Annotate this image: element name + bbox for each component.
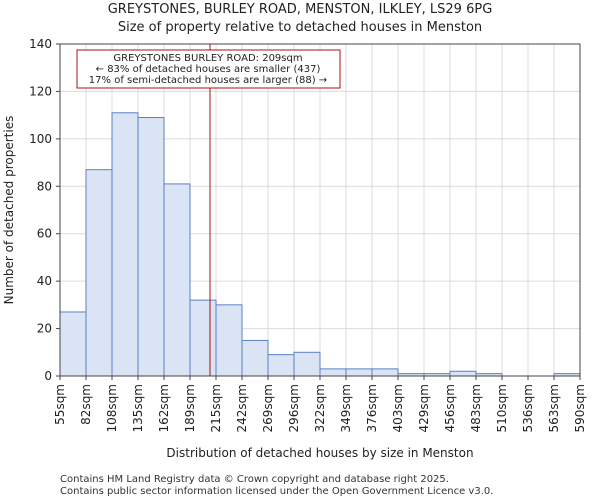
y-tick-label: 140 <box>29 37 52 51</box>
annotation-box <box>76 49 341 89</box>
footer-line2: Contains public sector information licen… <box>60 486 493 497</box>
x-tick-label: 269sqm <box>261 384 275 432</box>
x-tick-label: 536sqm <box>521 384 535 432</box>
chart-title-line2: Size of property relative to detached ho… <box>118 20 482 35</box>
bar-269sqm <box>267 354 295 377</box>
annotation-line1: GREYSTONES BURLEY ROAD: 209sqm <box>113 53 302 64</box>
x-tick-label: 456sqm <box>443 384 457 432</box>
bar-215sqm <box>215 304 243 377</box>
y-tick-label: 100 <box>29 132 52 146</box>
x-tick-label: 376sqm <box>365 384 379 432</box>
y-tick-label: 40 <box>37 274 52 288</box>
x-axis-ticks: 55sqm 82sqm 108sqm 135sqm 162sqm 189sqm 215sqm… <box>53 376 587 432</box>
y-tick-label: 0 <box>44 369 52 383</box>
x-tick-label: 322sqm <box>313 384 327 432</box>
x-tick-label: 563sqm <box>547 384 561 432</box>
annotation-line3: 17% of semi-detached houses are larger (… <box>89 75 327 86</box>
x-tick-label: 403sqm <box>391 384 405 432</box>
bar-82sqm <box>85 169 113 377</box>
x-tick-label: 242sqm <box>235 384 249 432</box>
bar-242sqm <box>241 339 269 377</box>
bar-108sqm <box>111 112 139 377</box>
bar-376sqm <box>371 368 399 377</box>
y-tick-label: 60 <box>37 227 52 241</box>
bar-296sqm <box>293 351 321 377</box>
bar-322sqm <box>319 368 347 377</box>
bar-55sqm <box>59 311 87 377</box>
y-tick-label: 80 <box>37 179 52 193</box>
bar-456sqm <box>449 370 477 377</box>
x-tick-label: 82sqm <box>79 384 93 425</box>
x-tick-label: 590sqm <box>573 384 587 432</box>
x-tick-label: 429sqm <box>417 384 431 432</box>
x-tick-label: 108sqm <box>105 384 119 432</box>
y-axis-ticks: 0 20 40 60 80 100 120 140 <box>29 37 60 383</box>
x-tick-label: 135sqm <box>131 384 145 432</box>
x-tick-label: 510sqm <box>495 384 509 432</box>
y-tick-label: 120 <box>29 84 52 98</box>
y-axis-label: Number of detached properties <box>2 116 16 305</box>
x-tick-label: 483sqm <box>469 384 483 432</box>
x-tick-label: 162sqm <box>157 384 171 432</box>
chart-title-line1: GREYSTONES, BURLEY ROAD, MENSTON, ILKLEY… <box>108 2 493 17</box>
annotation-line2: ← 83% of detached houses are smaller (43… <box>96 64 321 75</box>
bar-135sqm <box>137 117 165 377</box>
y-tick-label: 20 <box>37 322 52 336</box>
x-tick-label: 189sqm <box>183 384 197 432</box>
x-axis-label: Distribution of detached houses by size … <box>166 446 473 460</box>
x-tick-label: 349sqm <box>339 384 353 432</box>
x-tick-label: 296sqm <box>287 384 301 432</box>
bars <box>59 112 581 377</box>
bar-189sqm <box>189 299 217 377</box>
x-tick-label: 215sqm <box>209 384 223 432</box>
bar-349sqm <box>345 368 373 377</box>
bar-162sqm <box>163 183 191 377</box>
footer-line1: Contains HM Land Registry data © Crown c… <box>60 474 449 485</box>
x-tick-label: 55sqm <box>53 384 67 425</box>
